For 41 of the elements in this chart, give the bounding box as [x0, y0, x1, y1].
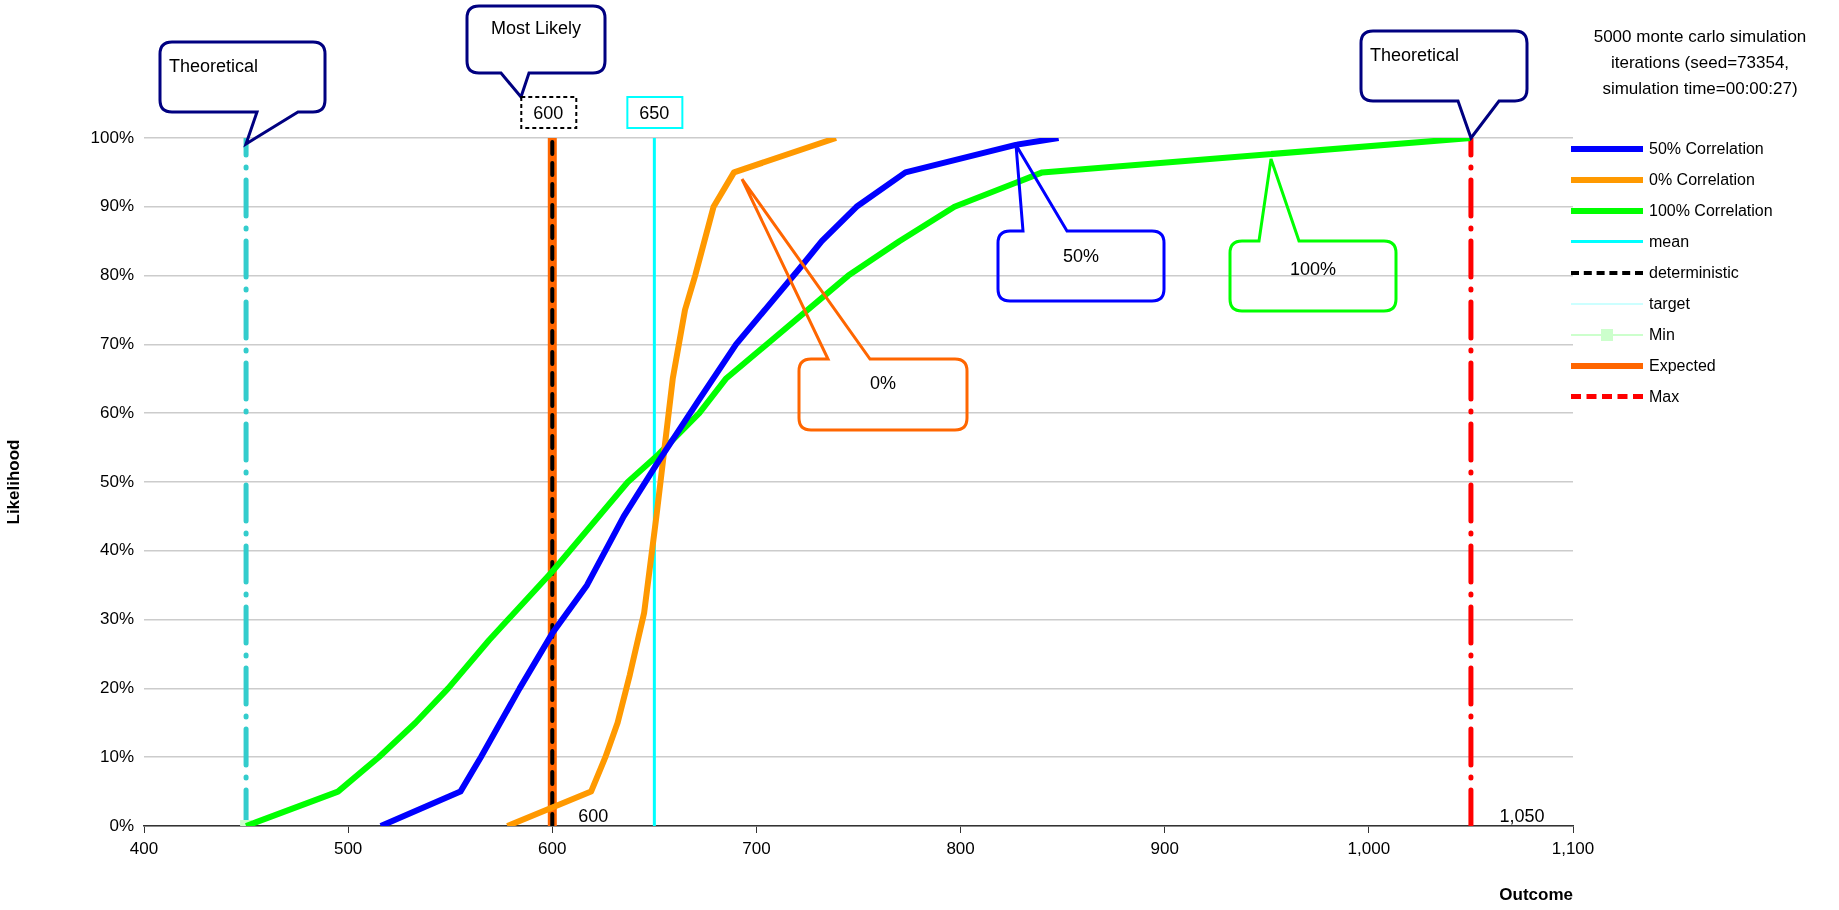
text: Theoretical	[1370, 45, 1460, 65]
y-axis-title: Likelihood	[3, 439, 23, 525]
x-tick-label: 1,000	[1347, 838, 1391, 858]
legend-label: mean	[1649, 232, 1690, 251]
y-tick-label: 10%	[99, 746, 134, 766]
annotation: 650	[639, 103, 670, 123]
annotation: 600	[578, 806, 609, 826]
y-tick-label: 50%	[99, 471, 134, 491]
y-tick-label: 90%	[99, 196, 134, 216]
text: Theoretical	[169, 56, 259, 76]
y-tick-label: 100%	[90, 127, 134, 147]
y-tick-label: 0%	[109, 815, 134, 835]
y-tick-label: 30%	[99, 609, 134, 629]
annotation: 50%	[1062, 246, 1100, 266]
legend-label: 0% Correlation	[1649, 170, 1755, 189]
x-tick-label: 800	[946, 838, 975, 858]
legend-label: deterministic	[1649, 263, 1739, 282]
annotation: 600	[533, 103, 564, 123]
x-tick-label: 700	[742, 838, 771, 858]
text: 5000 monte carlo simulation iterations (seed=73354, simulation time=00:00:27)	[1592, 26, 1808, 100]
legend-label: Min	[1649, 325, 1675, 344]
x-tick-label: 500	[333, 838, 363, 858]
legend-label: Max	[1649, 387, 1680, 406]
y-tick-label: 40%	[99, 540, 134, 560]
text: Most Likely	[490, 18, 582, 38]
y-tick-label: 20%	[99, 678, 134, 698]
x-tick-label: 400	[129, 838, 159, 858]
legend-label: target	[1649, 294, 1690, 313]
x-axis-title: Outcome	[1499, 885, 1573, 905]
annotation: 1,050	[1499, 806, 1545, 826]
x-tick-label: 600	[538, 838, 567, 858]
x-tick-label: 1,100	[1551, 838, 1595, 858]
legend-label: Expected	[1649, 356, 1716, 375]
legend-label: 50% Correlation	[1649, 139, 1764, 158]
annotation: 100%	[1289, 259, 1337, 279]
x-tick-label: 900	[1150, 838, 1179, 858]
y-tick-label: 60%	[99, 402, 134, 422]
y-tick-label: 80%	[99, 265, 134, 285]
y-tick-label: 70%	[99, 334, 134, 354]
annotation: 0%	[869, 373, 897, 393]
legend-label: 100% Correlation	[1649, 201, 1773, 220]
